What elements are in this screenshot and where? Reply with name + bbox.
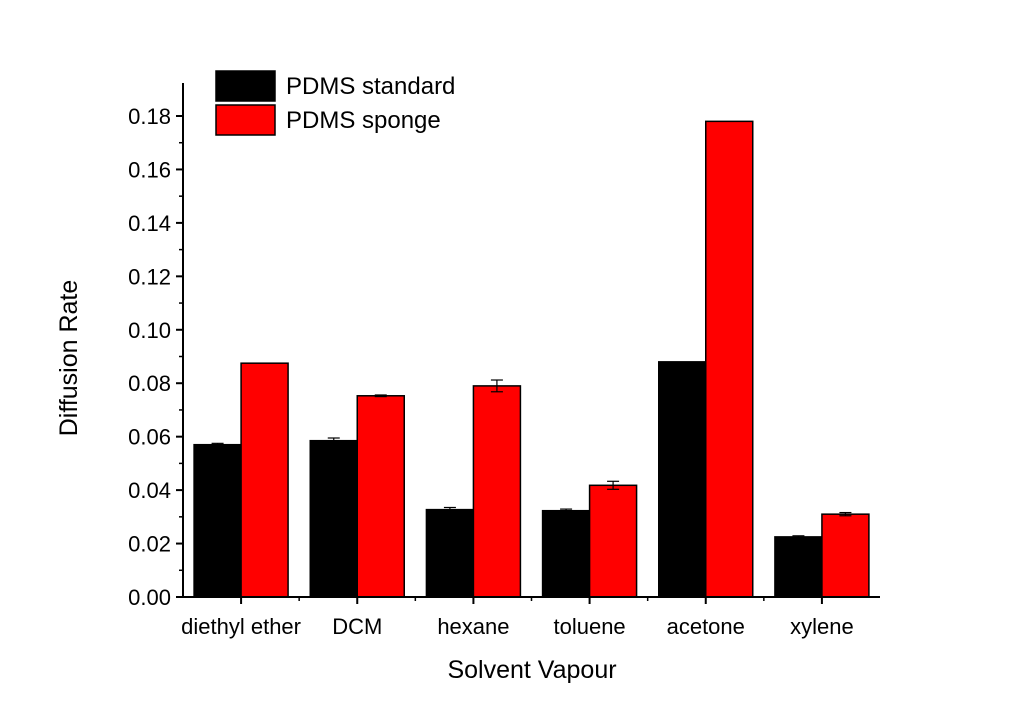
x-tick-label: hexane (437, 614, 509, 639)
y-tick-label: 0.00 (128, 585, 171, 610)
bar-pdms-standard (541, 509, 591, 598)
bar-pdms-sponge (588, 484, 638, 598)
bar-pdms-sponge (356, 395, 405, 598)
legend-label-standard: PDMS standard (286, 73, 455, 100)
y-axis-title: Diffusion Rate (55, 280, 83, 437)
x-tick-label: acetone (667, 614, 745, 639)
bar-pdms-standard (193, 443, 242, 598)
y-tick-label: 0.16 (128, 157, 171, 182)
x-tick-label: DCM (332, 614, 382, 639)
legend-label-sponge: PDMS sponge (286, 107, 441, 134)
x-tick-label: diethyl ether (181, 614, 301, 639)
error-bars-layer (211, 379, 852, 539)
bar-pdms-standard (309, 439, 358, 598)
y-tick-label: 0.08 (128, 371, 171, 396)
bar-pdms-sponge (472, 385, 522, 598)
bar-pdms-standard (774, 536, 823, 598)
bar-pdms-standard (658, 361, 707, 598)
bars-layer (193, 120, 870, 598)
bar-pdms-sponge (705, 120, 754, 598)
y-ticks: 0.00 0.02 0.04 0.06 0.08 0.10 0.12 0.14 0.16 0.18 (128, 104, 183, 610)
y-tick-label: 0.18 (128, 104, 171, 129)
y-tick-label: 0.02 (128, 532, 171, 557)
x-axis-title: Solvent Vapour (447, 656, 616, 684)
bar-pdms-sponge (240, 362, 289, 598)
bar-pdms-standard (425, 508, 475, 598)
y-tick-label: 0.04 (128, 478, 171, 503)
x-tick-label: xylene (790, 614, 854, 639)
legend: PDMS standard PDMS sponge (215, 70, 455, 136)
y-tick-label: 0.14 (128, 211, 171, 236)
y-tick-label: 0.10 (128, 318, 171, 343)
x-ticks: diethyl ether DCM hexane toluene acetone xyle… (181, 597, 854, 639)
bar-pdms-sponge (821, 513, 870, 598)
y-tick-label: 0.12 (128, 264, 171, 289)
x-tick-label: toluene (553, 614, 625, 639)
legend-swatch-sponge (215, 104, 276, 136)
legend-swatch-standard (215, 70, 276, 102)
y-tick-label: 0.06 (128, 425, 171, 450)
